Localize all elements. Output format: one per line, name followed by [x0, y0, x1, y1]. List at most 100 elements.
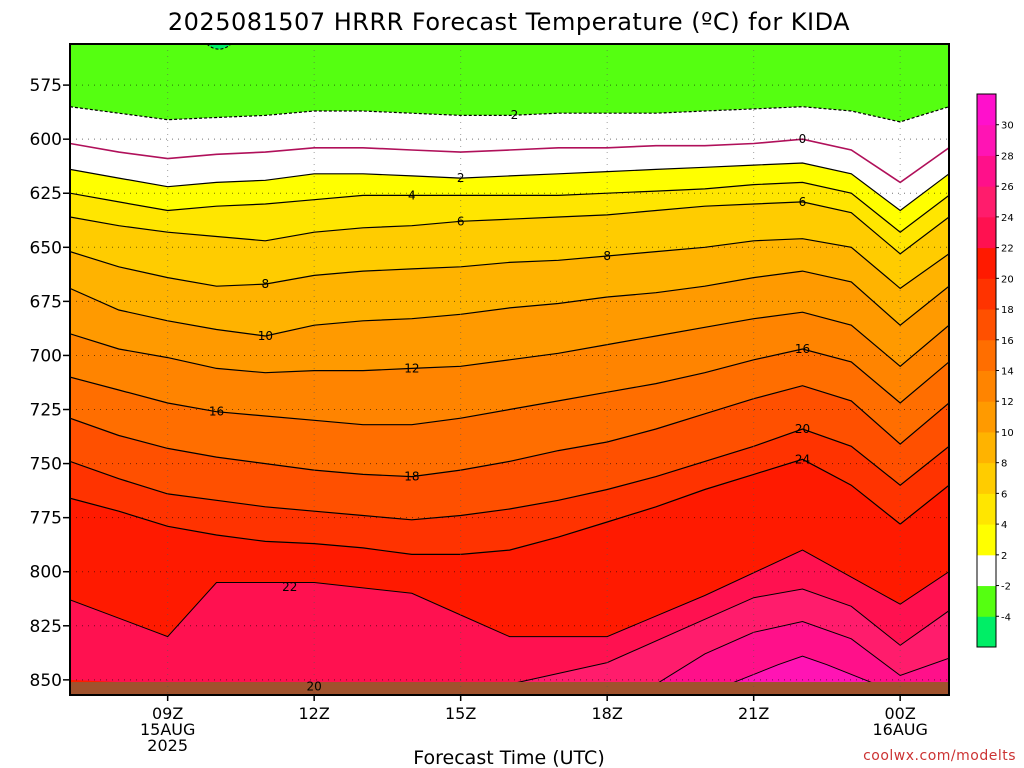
x-tick-label: 00Z	[885, 704, 916, 723]
colorbar-label: 12	[1001, 397, 1014, 408]
band-10-to-12	[70, 271, 949, 373]
y-tick-label: 575	[30, 76, 62, 96]
x-tick-label: 16AUG	[872, 720, 927, 739]
contour-label: 6	[799, 195, 807, 209]
band-16-to-18	[70, 385, 949, 520]
warm-region-26	[656, 621, 949, 687]
contour-label: 18	[404, 470, 419, 484]
colorbar-label: 6	[1001, 489, 1007, 500]
contour-label: 10	[258, 329, 273, 343]
grid-lines	[70, 44, 949, 695]
colorbar-swatch	[977, 431, 996, 464]
colorbar-swatch	[977, 94, 996, 126]
colorbar-label: 2	[1001, 551, 1007, 562]
contour-label: 16	[795, 342, 810, 356]
x-tick-label: 12Z	[299, 704, 330, 723]
colorbar-label: 20	[1001, 274, 1014, 285]
pressure-axis: 575 600 625 650 675 700 725 750 775 800 825 850	[30, 76, 70, 691]
isotherm-line-8	[70, 238, 949, 290]
colorbar-swatch	[977, 216, 996, 249]
colorbar-swatch	[977, 585, 996, 617]
contour-label: 8	[603, 249, 611, 263]
band--2-to-0	[70, 106, 949, 183]
y-tick-label: 825	[30, 617, 62, 637]
x-tick-label: 21Z	[738, 704, 769, 723]
x-tick-label: 15Z	[445, 704, 476, 723]
isotherm-line-20	[70, 458, 949, 555]
contour-label: 6	[457, 214, 465, 228]
y-tick-label: 700	[30, 346, 62, 366]
colorbar-label: 16	[1001, 336, 1014, 347]
colorbar-swatch	[977, 493, 996, 525]
x-axis-label: Forecast Time (UTC)	[413, 747, 604, 768]
y-tick-label: 725	[30, 401, 62, 421]
y-tick-label: 850	[30, 671, 62, 691]
colorbar-swatch	[977, 370, 996, 402]
band-6-to-8	[70, 201, 949, 289]
colorbar-swatch	[977, 554, 996, 587]
isotherm-line-14	[70, 348, 949, 426]
colorbar-label: -4	[1001, 612, 1011, 623]
isotherm-line-18	[70, 428, 949, 521]
isotherm-line--2	[70, 106, 949, 123]
colorbar-swatch	[977, 401, 996, 433]
band-18-to-20	[70, 429, 949, 555]
ground-layer	[70, 682, 949, 695]
colorbar-swatch	[977, 616, 996, 648]
y-tick-label: 800	[30, 563, 62, 583]
colorbar-swatch	[977, 247, 996, 279]
colorbar-label: -2	[1001, 582, 1011, 593]
plot-frame	[69, 43, 950, 696]
colorbar-label: 14	[1001, 367, 1014, 378]
colorbar-swatch	[977, 524, 996, 556]
colorbar-label: 24	[1001, 213, 1014, 224]
y-tick-label: 600	[30, 130, 62, 150]
x-tick-label: 18Z	[592, 704, 623, 723]
isotherm-line-6	[70, 201, 949, 255]
warm-region-28	[729, 656, 876, 687]
colorbar-swatch	[977, 278, 996, 310]
contour-label: 2	[457, 171, 465, 185]
contour-label: 16	[209, 405, 224, 419]
colorbar-swatch	[977, 462, 996, 494]
band-2-to-4	[70, 163, 949, 233]
isotherm-line-16	[70, 385, 949, 478]
colorbar-swatch	[977, 339, 996, 371]
x-tick-label: 15AUG	[140, 720, 195, 739]
colorbar-swatch	[977, 155, 996, 187]
colorbar-label: 22	[1001, 244, 1014, 255]
contour-label: 12	[404, 361, 419, 375]
colorbar-label: 28	[1001, 151, 1014, 162]
colorbar-swatch	[977, 124, 996, 156]
band-12-to-14	[70, 312, 949, 425]
isotherm-line-4	[70, 181, 949, 233]
isotherm-line-12	[70, 311, 949, 374]
contour-label: 4	[408, 188, 416, 202]
band-top	[70, 44, 949, 122]
contour-label: 22	[282, 580, 297, 594]
credit-text: coolwx.com/modelts	[863, 748, 1016, 764]
y-tick-label: 625	[30, 184, 62, 204]
colorbar-label: 30	[1001, 121, 1014, 132]
x-tick-label: 2025	[147, 736, 188, 755]
isotherm-line-28	[729, 655, 876, 685]
contour-label: 8	[262, 277, 270, 291]
isotherm-line-26	[655, 620, 949, 685]
band-0-to-2	[70, 139, 949, 211]
chart-title: 2025081507 HRRR Forecast Temperature (ºC…	[168, 8, 850, 36]
band-14-to-16	[70, 349, 949, 477]
isotherm-line-22	[70, 549, 949, 638]
isotherm-line-2	[70, 162, 949, 212]
colorbar-swatch	[977, 309, 996, 341]
y-tick-label: 750	[30, 455, 62, 475]
colorbar-label: 8	[1001, 459, 1007, 470]
contour-label: 20	[795, 422, 810, 436]
y-tick-label: 775	[30, 509, 62, 529]
colorbar-label: 26	[1001, 182, 1014, 193]
colorbar-label: 4	[1001, 520, 1007, 531]
colorbar-label: 18	[1001, 305, 1014, 316]
contour-label: 2	[511, 108, 519, 122]
